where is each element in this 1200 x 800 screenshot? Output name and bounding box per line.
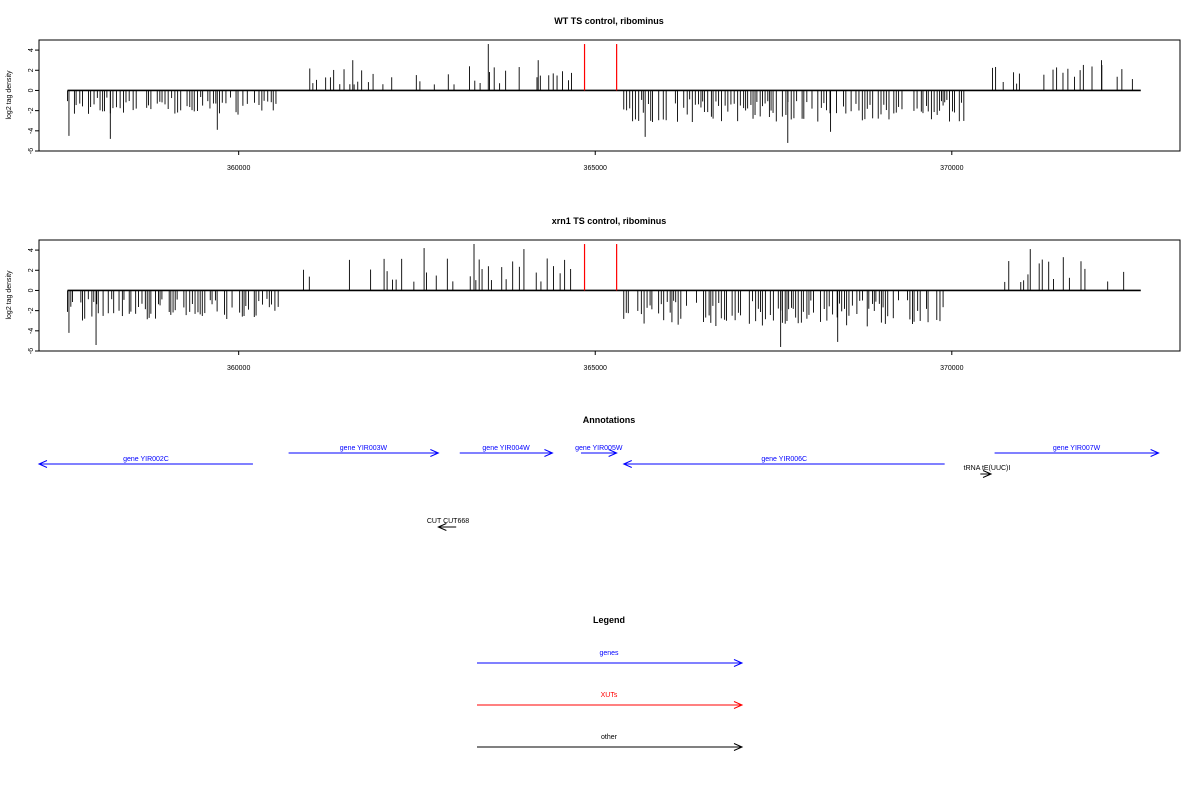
wt-panel: WT TS control, ribominus log2 tag densit…	[6, 16, 1180, 172]
xrn1-y-tick-label: -6	[28, 348, 35, 354]
wt-y-axis-label: log2 tag density	[6, 70, 13, 120]
xrn1-y-axis-label: log2 tag density	[6, 270, 13, 320]
gene-label: gene YIR006C	[761, 456, 807, 463]
legend-title: Legend	[593, 615, 625, 625]
xrn1-x-tick-label: 360000	[227, 365, 250, 372]
legend-label: genes	[599, 650, 619, 657]
wt-y-tick-label: 2	[28, 68, 35, 72]
other-feature-label: tRNA tE(UUC)I	[964, 465, 1011, 472]
legend-arrow	[477, 744, 742, 751]
wt-x-tick-label: 370000	[940, 165, 963, 172]
gene-label: gene YIR003W	[340, 445, 388, 452]
wt-y-tick-label: -2	[28, 107, 35, 113]
xrn1-y-axis: -6 -4 -2 0 2 4	[28, 248, 39, 354]
figure: WT TS control, ribominus log2 tag densit…	[0, 0, 1200, 800]
wt-x-axis: 360000 365000 370000	[227, 151, 964, 172]
xrn1-signal-bars	[68, 244, 1124, 347]
wt-x-tick-label: 360000	[227, 165, 250, 172]
legend-label: XUTs	[601, 692, 618, 699]
xrn1-xut-lines	[585, 244, 617, 290]
legend: Legend genes XUTs other	[477, 615, 742, 751]
wt-y-tick-label: -6	[28, 148, 35, 154]
xrn1-panel: xrn1 TS control, ribominus log2 tag dens…	[6, 216, 1180, 372]
legend-arrow	[477, 702, 742, 709]
wt-y-axis: -6 -4 -2 0 2 4	[28, 48, 39, 154]
annotations-track: Annotations gene YIR002C gene YIR003W gene…	[39, 415, 1159, 531]
xrn1-x-axis: 360000 365000 370000	[227, 351, 964, 372]
gene-label: gene YIR007W	[1053, 445, 1101, 452]
other-feature-label: CUT CUT668	[427, 518, 469, 525]
gene-label: gene YIR005W	[575, 445, 623, 452]
wt-y-tick-label: 4	[28, 48, 35, 52]
gene-label: gene YIR002C	[123, 456, 169, 463]
legend-arrow	[477, 660, 742, 667]
wt-y-tick-label: 0	[28, 88, 35, 92]
xrn1-y-tick-label: 2	[28, 268, 35, 272]
legend-label: other	[601, 734, 618, 741]
wt-y-tick-label: -4	[28, 128, 35, 134]
wt-panel-title: WT TS control, ribominus	[554, 16, 664, 26]
xrn1-y-tick-label: 4	[28, 248, 35, 252]
wt-x-tick-label: 365000	[584, 165, 607, 172]
xrn1-y-tick-label: -2	[28, 307, 35, 313]
annotations-title: Annotations	[583, 415, 636, 425]
wt-xut-lines	[585, 44, 617, 90]
xrn1-y-tick-label: 0	[28, 288, 35, 292]
xrn1-panel-title: xrn1 TS control, ribominus	[552, 216, 667, 226]
xrn1-y-tick-label: -4	[28, 328, 35, 334]
xrn1-x-tick-label: 370000	[940, 365, 963, 372]
wt-signal-bars	[68, 44, 1133, 143]
other-features: tRNA tE(UUC)I CUT CUT668	[427, 465, 1011, 531]
gene-label: gene YIR004W	[482, 445, 530, 452]
xrn1-x-tick-label: 365000	[584, 365, 607, 372]
legend-items: genes XUTs other	[477, 650, 742, 751]
